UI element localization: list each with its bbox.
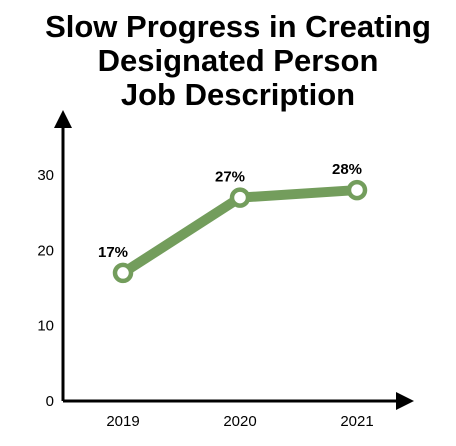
y-tick-label: 30 [37, 167, 54, 184]
chart-title-line-3: Job Description [121, 77, 355, 112]
data-point-marker [229, 187, 251, 208]
chart-title-line-2: Designated Person [98, 43, 379, 78]
data-labels: 17% 27% 28% [98, 161, 362, 261]
x-tick-label: 2019 [106, 413, 139, 430]
x-axis-arrow [396, 392, 414, 410]
y-axis-arrow [54, 110, 72, 128]
chart-title-line-1: Slow Progress in Creating [45, 9, 431, 44]
axes [54, 110, 414, 410]
data-point-marker [346, 179, 368, 201]
x-tick-label: 2021 [340, 413, 373, 430]
data-label: 17% [98, 244, 128, 261]
x-tick-label: 2020 [223, 413, 256, 430]
y-tick-label: 10 [37, 318, 54, 335]
data-label: 28% [332, 161, 362, 178]
data-label: 27% [215, 169, 245, 186]
data-point-marker [112, 262, 134, 284]
y-tick-label: 0 [46, 393, 54, 410]
y-tick-label: 20 [37, 242, 54, 259]
tick-labels: 0 10 20 30 2019 2020 2021 [37, 167, 373, 430]
series-line [112, 179, 368, 284]
